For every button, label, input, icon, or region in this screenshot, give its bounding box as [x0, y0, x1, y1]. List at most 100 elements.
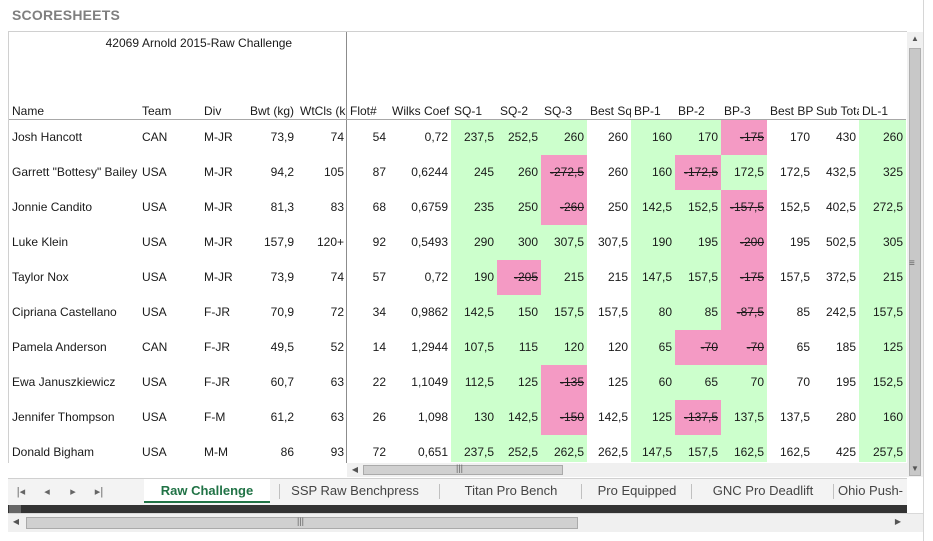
table-cell[interactable]: 0,6244 [411, 165, 448, 179]
table-cell[interactable]: 157,9 [263, 235, 294, 249]
table-cell[interactable]: 80 [631, 295, 675, 330]
table-cell[interactable]: -137,5 [675, 400, 721, 435]
column-header[interactable]: Best BP [770, 104, 813, 118]
table-cell[interactable]: -150 [541, 400, 587, 435]
table-cell[interactable]: 0,651 [417, 445, 448, 459]
column-header[interactable]: BP-2 [678, 104, 705, 118]
table-cell[interactable]: -175 [721, 260, 767, 295]
table-cell[interactable]: 22 [372, 375, 386, 389]
table-cell[interactable]: 152,5 [859, 365, 906, 400]
table-cell[interactable]: 260 [497, 155, 541, 190]
table-cell[interactable]: -87,5 [721, 295, 767, 330]
table-cell[interactable]: 260 [859, 120, 906, 155]
column-header[interactable]: Team [142, 104, 172, 118]
table-cell[interactable]: Pamela Anderson [12, 340, 107, 354]
table-cell[interactable]: 81,3 [270, 200, 294, 214]
table-cell[interactable]: M-JR [204, 130, 233, 144]
table-cell[interactable]: 260 [607, 130, 628, 144]
table-cell[interactable]: CAN [142, 130, 168, 144]
table-cell[interactable]: 54 [372, 130, 386, 144]
scroll-down-icon[interactable]: ▼ [911, 464, 919, 473]
table-cell[interactable]: 242,5 [825, 305, 856, 319]
table-cell[interactable]: 105 [323, 165, 344, 179]
table-cell[interactable]: 0,6759 [411, 200, 448, 214]
column-header[interactable]: Sub Total [816, 104, 859, 118]
table-cell[interactable]: 70 [721, 365, 767, 400]
table-cell[interactable]: USA [142, 235, 167, 249]
table-cell[interactable]: 250 [497, 190, 541, 225]
table-cell[interactable]: 125 [497, 365, 541, 400]
column-header[interactable]: Best Sq [590, 104, 631, 118]
column-header[interactable]: SQ-3 [544, 104, 573, 118]
table-cell[interactable]: 60,7 [270, 375, 294, 389]
table-cell[interactable]: 185 [835, 340, 856, 354]
table-cell[interactable]: 235 [451, 190, 497, 225]
sheet-tab[interactable]: Ohio Push- [837, 483, 904, 498]
bottom-scroll-right-icon[interactable]: ▶ [894, 517, 902, 526]
column-header[interactable]: Name [12, 104, 45, 118]
column-header[interactable]: BP-1 [634, 104, 661, 118]
table-cell[interactable]: 162,5 [721, 435, 767, 462]
table-cell[interactable]: USA [142, 165, 167, 179]
table-cell[interactable]: 157,5 [541, 295, 587, 330]
table-cell[interactable]: 152,5 [779, 200, 810, 214]
table-cell[interactable]: 73,9 [270, 270, 294, 284]
meet-name[interactable]: Arnold 2015-Raw Challenge [142, 36, 293, 50]
table-cell[interactable]: F-JR [204, 340, 230, 354]
table-cell[interactable]: 172,5 [721, 155, 767, 190]
sheet-tab[interactable]: Raw Challenge [144, 479, 270, 503]
table-cell[interactable]: -157,5 [721, 190, 767, 225]
table-cell[interactable]: 195 [835, 375, 856, 389]
table-cell[interactable]: 160 [631, 155, 675, 190]
table-cell[interactable]: 65 [796, 340, 810, 354]
table-cell[interactable]: 65 [631, 330, 675, 365]
table-cell[interactable]: 262,5 [597, 445, 628, 459]
table-cell[interactable]: 260 [541, 120, 587, 155]
table-cell[interactable]: 215 [541, 260, 587, 295]
table-cell[interactable]: Jonnie Candito [12, 200, 93, 214]
table-cell[interactable]: USA [142, 270, 167, 284]
table-cell[interactable]: 65 [675, 365, 721, 400]
table-cell[interactable]: -175 [721, 120, 767, 155]
table-cell[interactable]: 170 [789, 130, 810, 144]
sheet-tab[interactable]: Titan Pro Bench [464, 483, 558, 498]
table-cell[interactable]: USA [142, 200, 167, 214]
table-cell[interactable]: 49,5 [270, 340, 294, 354]
first-sheet-icon[interactable]: |◂ [16, 486, 26, 498]
table-cell[interactable]: 142,5 [597, 410, 628, 424]
table-cell[interactable]: 170 [675, 120, 721, 155]
table-cell[interactable]: -70 [675, 330, 721, 365]
table-cell[interactable]: 112,5 [451, 365, 497, 400]
column-header[interactable]: BP-3 [724, 104, 751, 118]
table-cell[interactable]: M-JR [204, 270, 233, 284]
table-cell[interactable]: 74 [330, 130, 344, 144]
table-cell[interactable]: 305 [859, 225, 906, 260]
table-cell[interactable]: 85 [675, 295, 721, 330]
table-cell[interactable]: Jennifer Thompson [12, 410, 115, 424]
table-cell[interactable]: 87 [372, 165, 386, 179]
sheet-tab[interactable]: Pro Equipped [597, 483, 677, 498]
table-cell[interactable]: USA [142, 445, 167, 459]
table-cell[interactable]: 237,5 [451, 435, 497, 462]
table-cell[interactable]: -272,5 [541, 155, 587, 190]
table-cell[interactable]: 425 [835, 445, 856, 459]
table-cell[interactable]: 300 [497, 225, 541, 260]
table-cell[interactable]: 160 [631, 120, 675, 155]
vertical-scrollbar[interactable]: ▲ ▼ [907, 32, 923, 477]
table-cell[interactable]: 152,5 [675, 190, 721, 225]
table-cell[interactable]: Josh Hancott [12, 130, 83, 144]
table-cell[interactable]: 157,5 [675, 260, 721, 295]
table-cell[interactable]: 157,5 [675, 435, 721, 462]
table-cell[interactable]: Garrett "Bottesy" Bailey [12, 165, 138, 179]
table-cell[interactable]: 70 [796, 375, 810, 389]
table-cell[interactable]: 92 [372, 235, 386, 249]
table-cell[interactable]: Donald Bigham [12, 445, 95, 459]
table-cell[interactable]: 142,5 [631, 190, 675, 225]
table-cell[interactable]: 68 [372, 200, 386, 214]
table-cell[interactable]: 290 [451, 225, 497, 260]
last-sheet-icon[interactable]: ▸| [94, 486, 104, 498]
table-cell[interactable]: 250 [607, 200, 628, 214]
sheet-tab[interactable]: GNC Pro Deadlift [712, 483, 814, 498]
column-header[interactable]: WtCls (k [300, 104, 346, 118]
table-cell[interactable]: 262,5 [541, 435, 587, 462]
